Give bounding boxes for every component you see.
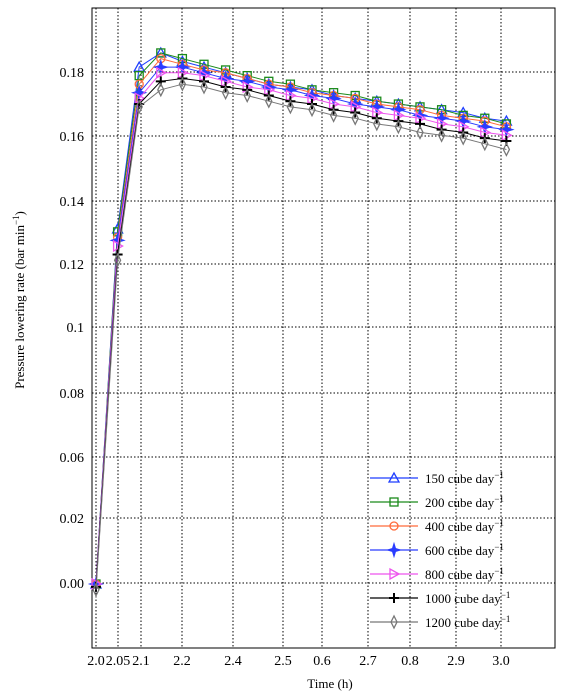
data-point xyxy=(135,99,143,115)
series-6 xyxy=(92,76,511,598)
data-point xyxy=(308,102,316,118)
data-point xyxy=(390,614,398,630)
legend-label-text: 1000 cube day xyxy=(425,591,501,606)
legend-item: 800 cube day−1 xyxy=(370,566,504,582)
data-point xyxy=(498,121,515,138)
y-axis-label-superscript: −1 xyxy=(11,215,21,225)
x-tick-label: 2.0 xyxy=(87,654,105,669)
data-point xyxy=(437,127,446,143)
x-tick-label: 2.9 xyxy=(447,654,465,669)
y-tick-label: 0.06 xyxy=(60,451,85,466)
legend-label: 1200 cube day−1 xyxy=(425,614,510,630)
legend-label-superscript: −1 xyxy=(494,566,504,576)
data-point xyxy=(389,521,399,531)
legend-label-text: 800 cube day xyxy=(425,567,495,582)
grid-lines xyxy=(92,8,555,648)
series-2 xyxy=(91,53,512,589)
legend-item: 1200 cube day−1 xyxy=(370,614,510,630)
data-point xyxy=(156,48,166,58)
legend-label-text: 600 cube day xyxy=(425,543,495,558)
legend-label-text: 400 cube day xyxy=(425,519,495,534)
legend-label-superscript: −1 xyxy=(494,518,504,528)
x-tick-label: 3.0 xyxy=(492,654,510,669)
data-point xyxy=(178,76,187,92)
data-point xyxy=(351,110,359,126)
x-tick-label: 2.4 xyxy=(224,654,242,669)
x-tick-label: 2.7 xyxy=(359,654,377,669)
data-point xyxy=(385,541,403,559)
plot-frame xyxy=(91,7,556,649)
y-tick-label: 0.00 xyxy=(60,577,85,592)
y-axis-label: Pressure lowering rate (bar min−1) xyxy=(11,211,27,389)
y-tick-label: 0.18 xyxy=(60,66,85,81)
series-4 xyxy=(91,66,513,591)
legend-item: 200 cube day−1 xyxy=(370,494,504,510)
legend-item: 400 cube day−1 xyxy=(370,518,504,534)
data-point xyxy=(92,582,100,598)
legend-label: 150 cube day−1 xyxy=(425,470,504,486)
data-point xyxy=(329,107,338,123)
x-tick-label: 2.1 xyxy=(132,654,150,669)
series-line xyxy=(95,77,507,587)
legend-label: 200 cube day−1 xyxy=(425,494,504,510)
x-tick-label: 2.5 xyxy=(274,654,292,669)
y-tick-label: 0.02 xyxy=(60,512,85,527)
data-point xyxy=(389,497,399,507)
legend-item: 1000 cube day−1 xyxy=(370,590,510,606)
legend-label: 1000 cube day−1 xyxy=(425,590,510,606)
data-point xyxy=(157,82,165,98)
legend-item: 600 cube day−1 xyxy=(370,541,504,559)
legend-label: 400 cube day−1 xyxy=(425,518,504,534)
x-axis-label: Time (h) xyxy=(307,676,352,691)
y-axis-label-main: Pressure lowering rate (bar min xyxy=(12,225,27,389)
series-group xyxy=(87,46,515,598)
series-5 xyxy=(91,73,512,592)
x-tick-label: 2.2 xyxy=(173,654,191,669)
x-axis-ticks: 2.0 2.05 2.1 2.2 2.4 2.5 0.6 2.7 0.8 2.9 3.0 xyxy=(87,654,510,669)
data-point xyxy=(394,119,403,135)
legend-label-superscript: −1 xyxy=(494,470,504,480)
data-point xyxy=(459,130,467,146)
y-axis-label-close: ) xyxy=(12,211,27,215)
y-tick-label: 0.08 xyxy=(60,387,85,402)
legend-item: 150 cube day−1 xyxy=(370,470,504,486)
data-point xyxy=(265,93,273,109)
legend-label-superscript: −1 xyxy=(501,614,511,624)
data-point xyxy=(416,124,424,140)
data-point xyxy=(221,85,230,101)
x-tick-label: 0.8 xyxy=(401,654,419,669)
y-tick-label: 0.12 xyxy=(60,258,85,273)
legend-label: 600 cube day−1 xyxy=(425,542,504,558)
data-point xyxy=(113,252,122,268)
y-tick-label: 0.1 xyxy=(67,321,85,336)
legend-label-text: 200 cube day xyxy=(425,495,495,510)
data-point xyxy=(200,79,208,95)
y-axis-ticks: 0.00 0.02 0.06 0.08 0.1 0.12 0.14 0.16 0.18 xyxy=(60,66,85,592)
data-point xyxy=(387,471,401,483)
data-point xyxy=(389,567,401,581)
data-point xyxy=(156,66,168,79)
data-point xyxy=(502,142,511,157)
legend-label-superscript: −1 xyxy=(501,590,511,600)
data-point xyxy=(481,136,489,152)
series-3 xyxy=(87,58,515,593)
y-tick-label: 0.14 xyxy=(60,195,85,210)
legend-label-text: 150 cube day xyxy=(425,471,495,486)
y-tick-label: 0.16 xyxy=(60,130,85,145)
data-point xyxy=(389,593,399,603)
data-point xyxy=(286,99,295,115)
legend-label-superscript: −1 xyxy=(494,542,504,552)
series-line xyxy=(95,83,507,590)
x-tick-label: 2.05 xyxy=(106,654,131,669)
data-point xyxy=(243,88,251,103)
x-tick-label: 0.6 xyxy=(313,654,331,669)
legend-label-superscript: −1 xyxy=(494,494,504,504)
legend-label: 800 cube day−1 xyxy=(425,566,504,582)
legend-label-text: 1200 cube day xyxy=(425,615,501,630)
data-point xyxy=(373,116,381,132)
